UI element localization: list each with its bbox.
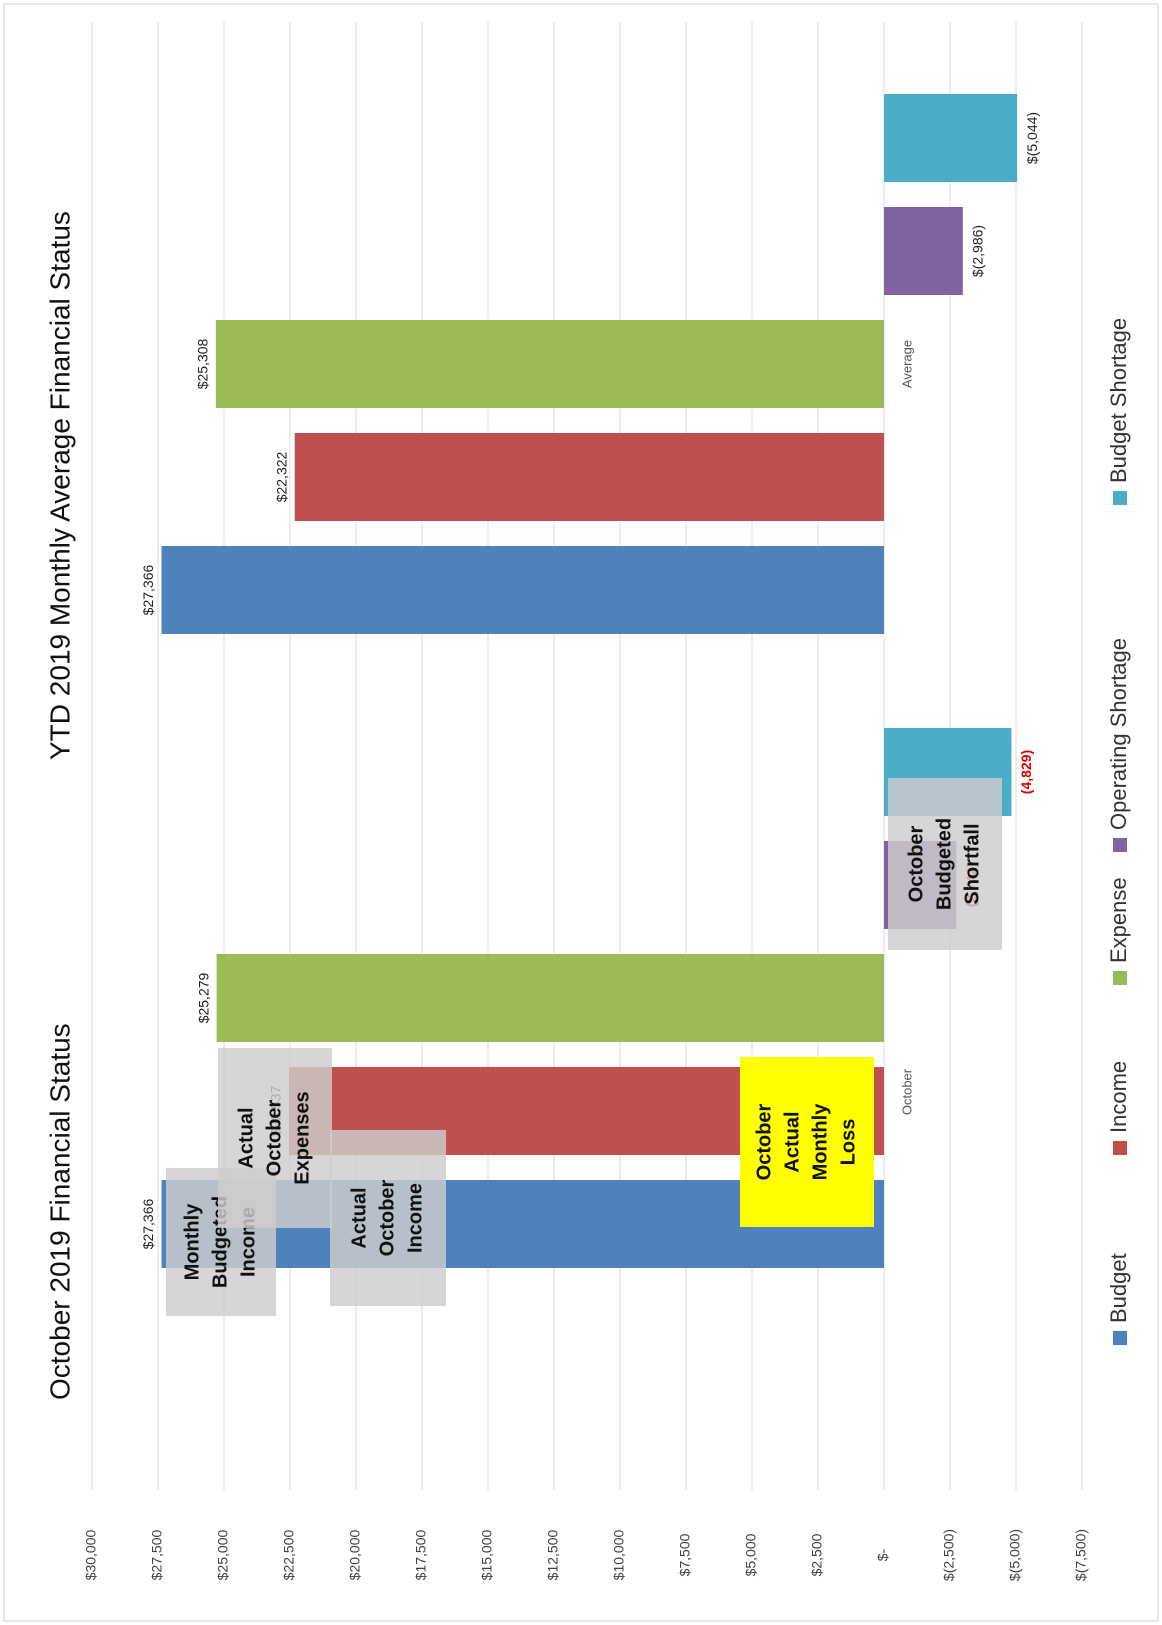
tick-label: $5,000 <box>743 1533 759 1576</box>
data-label-budget: $27,366 <box>140 564 156 615</box>
legend-swatch-income <box>1113 1141 1127 1155</box>
legend-swatch-expense <box>1113 971 1127 985</box>
annotation-box: October Actual Monthly Loss <box>740 1057 874 1227</box>
tick-label: $15,000 <box>479 1529 495 1580</box>
tick-label: $20,000 <box>347 1529 363 1580</box>
legend-item-operating-shortage: Operating Shortage <box>1106 638 1131 830</box>
legend-item-expense: Expense <box>1106 877 1131 963</box>
bar-expense <box>215 320 885 408</box>
annotation-background <box>218 1048 332 1228</box>
annotation-text: Budgeted <box>933 818 955 910</box>
annotation-text: October <box>376 1179 398 1256</box>
panel-1: $27,366$22,537$25,279(2,742)(4,829)Octob… <box>44 728 1034 1400</box>
legend-swatch-budget-shortage <box>1113 491 1127 505</box>
annotation-text: Expenses <box>291 1091 313 1184</box>
tick-label: $(2,500) <box>941 1529 957 1581</box>
bar-budget-shortage <box>884 94 1018 182</box>
annotation-text: Monthly <box>809 1103 831 1181</box>
annotation-text: Monthly <box>181 1203 203 1281</box>
annotation-background <box>888 778 1002 950</box>
annotation-text: Shortfall <box>961 823 983 904</box>
legend: Budget Income Expense Operating Shortage Bud… <box>1106 318 1131 1345</box>
legend-item-budget: Budget <box>1106 1253 1131 1323</box>
annotation-text: Actual <box>781 1111 803 1172</box>
legend-item-income: Income <box>1106 1061 1131 1133</box>
annotation-background <box>330 1130 446 1306</box>
tick-label: $27,500 <box>149 1529 165 1580</box>
data-label-expense: $25,308 <box>195 338 211 389</box>
tick-label: $7,500 <box>677 1533 693 1576</box>
tick-label: $30,000 <box>83 1529 99 1580</box>
tick-label: $12,500 <box>545 1529 561 1580</box>
category-label: October <box>899 1068 914 1115</box>
annotation-text: October <box>753 1103 775 1180</box>
bar-operating-shortage <box>884 207 963 295</box>
bar-income <box>294 433 884 521</box>
annotation-background <box>740 1057 874 1227</box>
tick-label: $(7,500) <box>1073 1529 1089 1581</box>
data-label-expense: $25,279 <box>195 972 211 1023</box>
panel-2: $27,366 $22,322 $25,308 $(2,986) $(5,044) Ave… <box>44 94 1040 760</box>
annotation-box: October Budgeted Shortfall <box>888 778 1002 950</box>
bar-expense <box>216 954 884 1042</box>
tick-label: $(5,000) <box>1007 1529 1023 1581</box>
data-label-budget: $27,366 <box>140 1198 156 1249</box>
annotation-text: October <box>905 825 927 902</box>
data-label-budget-shortage: $(5,044) <box>1024 112 1040 164</box>
chart-title: YTD 2019 Monthly Average Financial Statu… <box>44 211 75 760</box>
annotation-text: October <box>263 1099 285 1176</box>
data-label-income: $22,322 <box>273 451 289 502</box>
data-label-budget-shortage: (4,829) <box>1018 750 1034 794</box>
annotation-text: Income <box>404 1183 426 1253</box>
category-label: Average <box>899 340 914 388</box>
legend-swatch-operating-shortage <box>1113 838 1127 852</box>
data-label-operating-shortage: $(2,986) <box>970 225 986 277</box>
annotation-box: Actual October Income <box>330 1130 446 1306</box>
legend-item-budget-shortage: Budget Shortage <box>1106 318 1131 483</box>
tick-label: $25,000 <box>215 1529 231 1580</box>
annotation-text: Actual <box>348 1187 370 1248</box>
tick-label: $- <box>875 1548 891 1561</box>
annotation-box: Actual October Expenses <box>218 1048 332 1228</box>
tick-label: $17,500 <box>413 1529 429 1580</box>
annotation-text: Actual <box>235 1107 257 1168</box>
chart-title: October 2019 Financial Status <box>44 1023 75 1400</box>
bar-budget <box>161 546 884 634</box>
tick-label: $22,500 <box>281 1529 297 1580</box>
tick-label: $2,500 <box>809 1533 825 1576</box>
tick-label: $10,000 <box>611 1529 627 1580</box>
annotation-text: Loss <box>837 1119 859 1166</box>
plot-border <box>3 3 1159 1622</box>
legend-swatch-budget <box>1113 1331 1127 1345</box>
